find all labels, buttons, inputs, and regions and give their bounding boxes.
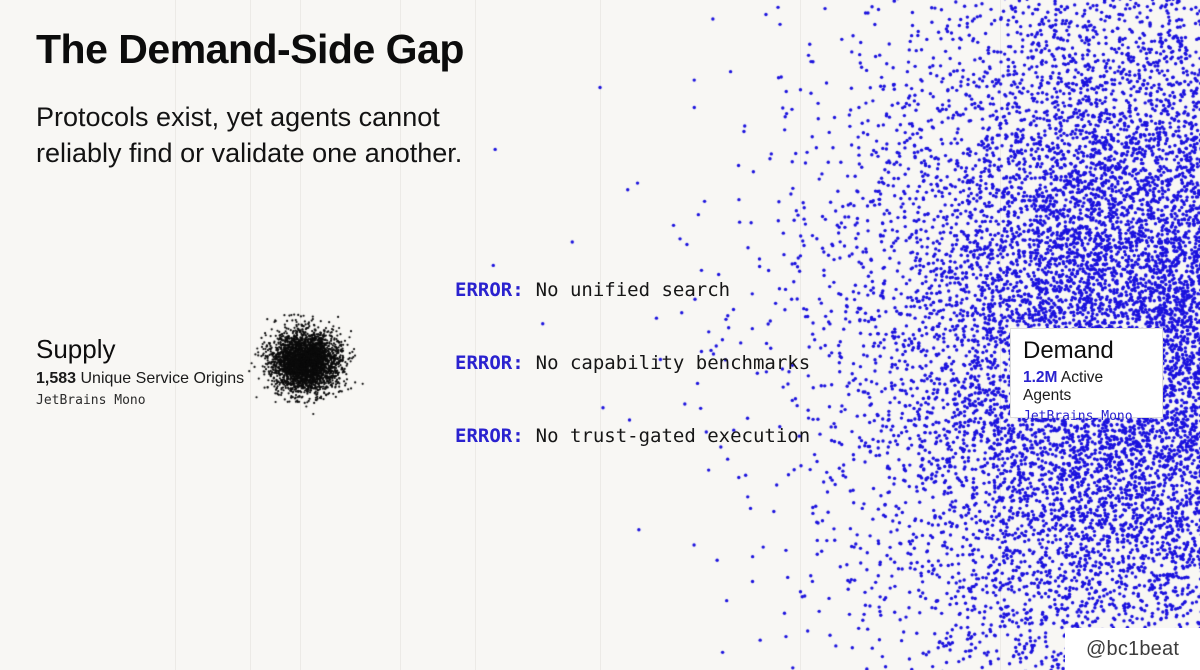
subtitle-line-1: Protocols exist, yet agents cannot	[36, 102, 440, 132]
page-subtitle: Protocols exist, yet agents cannot relia…	[36, 99, 462, 171]
error-list: ERROR: No unified search ERROR: No capabil…	[455, 279, 810, 498]
demand-count: 1.2M	[1023, 369, 1058, 386]
demand-count-suffix: Active Agents	[1023, 369, 1104, 404]
supply-font-note: JetBrains Mono	[36, 393, 146, 408]
watermark-handle: @bc1beat	[1086, 637, 1180, 660]
error-text: No unified search	[535, 279, 731, 301]
error-row-capability-benchmarks: ERROR: No capability benchmarks	[455, 352, 810, 374]
error-row-trust-gated-execution: ERROR: No trust-gated execution	[455, 425, 810, 447]
error-row-unified-search: ERROR: No unified search	[455, 279, 810, 301]
demand-font-note: JetBrains Mono	[1023, 409, 1133, 424]
demand-label-card: Demand 1.2M Active Agents JetBrains Mono	[1010, 328, 1163, 424]
watermark-badge: @bc1beat	[1065, 628, 1200, 670]
error-prefix: ERROR:	[455, 425, 524, 447]
supply-label-block: Supply 1,583 Unique Service Origins JetB…	[36, 334, 244, 409]
demand-count-line: 1.2M Active Agents	[1023, 369, 1150, 405]
supply-count: 1,583	[36, 370, 77, 387]
supply-count-line: 1,583 Unique Service Origins	[36, 370, 244, 388]
error-prefix: ERROR:	[455, 279, 524, 301]
demand-label: Demand	[1023, 337, 1114, 364]
supply-label: Supply	[36, 334, 116, 364]
error-text: No capability benchmarks	[535, 352, 811, 374]
error-text: No trust-gated execution	[535, 425, 811, 447]
page-title: The Demand-Side Gap	[36, 26, 464, 72]
subtitle-line-2: reliably find or validate one another.	[36, 138, 463, 168]
supply-count-suffix: Unique Service Origins	[76, 370, 245, 387]
error-prefix: ERROR:	[455, 352, 524, 374]
